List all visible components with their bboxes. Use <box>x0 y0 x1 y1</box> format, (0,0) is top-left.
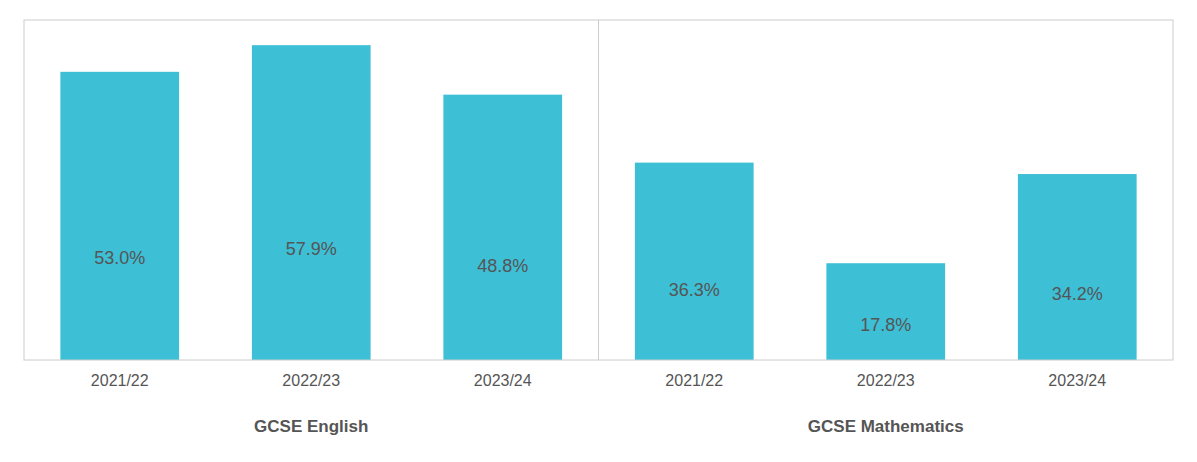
chart-container: 53.0% 2021/22 57.9% 2022/23 48.8% 2023/24 GCSE… <box>0 0 1197 462</box>
group-divider <box>598 20 599 360</box>
bar <box>443 95 562 360</box>
data-label: 53.0% <box>94 248 145 268</box>
chart-svg: 53.0% 2021/22 57.9% 2022/23 48.8% 2023/24 GCSE… <box>0 0 1197 462</box>
group-label: GCSE English <box>254 417 368 436</box>
bar <box>60 72 179 360</box>
bar <box>1018 174 1137 360</box>
bars <box>60 45 562 360</box>
data-label: 17.8% <box>860 315 911 335</box>
page: {"chart_data": [ {"type": "bar", "xlabel… <box>0 0 1197 462</box>
labels: 53.0% 2021/22 57.9% 2022/23 48.8% 2023/24 GCSE… <box>91 239 532 436</box>
group-label: GCSE Mathematics <box>808 417 964 436</box>
bars <box>635 163 1137 360</box>
bar <box>635 163 754 360</box>
data-label: 36.3% <box>669 280 720 300</box>
labels: 36.3% 2021/22 17.8% 2022/23 34.2% 2023/24 GCSE… <box>665 280 1106 436</box>
x-tick-label: 2022/23 <box>857 372 915 389</box>
plot-frame <box>24 20 1173 360</box>
bar <box>252 45 371 360</box>
data-label: 48.8% <box>477 256 528 276</box>
x-tick-label: 2023/24 <box>474 372 532 389</box>
x-tick-label: 2023/24 <box>1048 372 1106 389</box>
x-tick-label: 2021/22 <box>91 372 149 389</box>
x-tick-label: 2022/23 <box>282 372 340 389</box>
x-tick-label: 2021/22 <box>665 372 723 389</box>
bar <box>826 263 945 360</box>
data-label: 57.9% <box>286 239 337 259</box>
data-label: 34.2% <box>1052 284 1103 304</box>
